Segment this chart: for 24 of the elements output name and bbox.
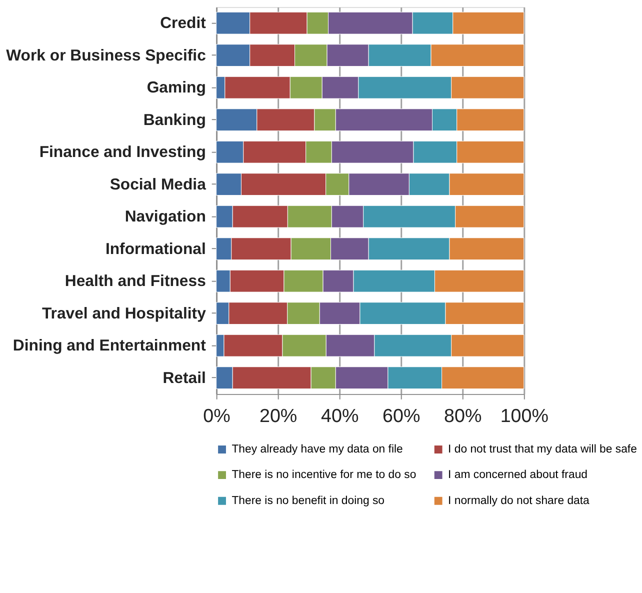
y-tick-label: Banking xyxy=(143,112,206,129)
y-tick-label: Dining and Entertainment xyxy=(12,338,207,355)
legend-label: There is no incentive for me to do so xyxy=(232,469,416,482)
legend-label: There is no benefit in doing so xyxy=(232,494,385,507)
x-tick-label: 100% xyxy=(500,405,549,426)
x-tick-label: 60% xyxy=(382,405,420,426)
y-tick-label: Gaming xyxy=(146,80,206,97)
y-tick-label: Credit xyxy=(160,15,207,32)
y-tick-label: Work or Business Specific xyxy=(6,47,206,64)
y-tick-label: Social Media xyxy=(110,176,206,194)
y-tick-label: Health and Fitness xyxy=(64,273,206,290)
y-tick-label: Navigation xyxy=(124,208,206,226)
legend-label: I am concerned about fraud xyxy=(448,469,588,482)
x-tick-label: 80% xyxy=(444,405,482,426)
y-tick-label: Travel and Hospitality xyxy=(42,305,206,322)
y-tick-label: Retail xyxy=(162,370,206,387)
x-tick-label: 40% xyxy=(320,405,359,426)
y-tick-label: Informational xyxy=(105,240,206,258)
legend-label: I do not trust that my data will be safe xyxy=(448,443,637,456)
x-tick-label: 0% xyxy=(203,405,231,426)
legend-label: I normally do not share data xyxy=(448,494,590,507)
y-tick-label: Finance and Investing xyxy=(39,144,206,162)
x-tick-label: 20% xyxy=(259,405,298,426)
legend-label: They already have my data on file xyxy=(232,443,403,456)
